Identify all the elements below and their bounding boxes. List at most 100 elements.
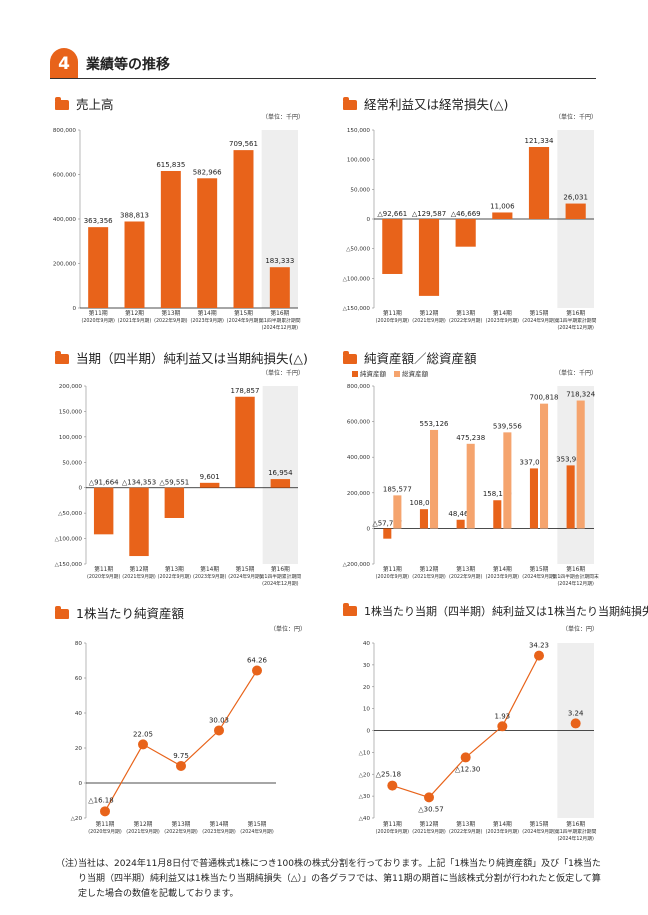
x-category-label: (2023年9月期) (193, 573, 227, 580)
x-category-label: (2024年9月期) (522, 828, 556, 835)
x-category-label: 第14期 (198, 309, 217, 317)
x-category-label: (2024年9月期) (522, 317, 556, 324)
y-tick-label: 800,000 (53, 128, 77, 134)
folder-icon (343, 97, 357, 110)
data-label: 183,333 (265, 257, 294, 265)
data-label: 16,954 (268, 469, 293, 477)
x-category-label: (2022年9月期) (158, 573, 192, 580)
x-category-label: (2023年9月期) (486, 573, 520, 580)
bar (129, 487, 149, 557)
bar (269, 267, 290, 308)
data-point (460, 752, 471, 763)
unit-label: （単位：千円） (262, 114, 305, 121)
x-category-label: 第11期 (383, 565, 402, 573)
y-tick-label: △100,000 (343, 276, 371, 282)
bar (160, 170, 181, 308)
unit-label: （単位：円） (562, 626, 599, 633)
data-label: △59,551 (159, 479, 189, 487)
x-category-label: (2022年9月期) (449, 317, 483, 324)
data-label: 34.23 (529, 642, 549, 650)
data-label: 709,561 (229, 140, 258, 148)
x-category-label: (2024年12月期) (262, 580, 299, 587)
data-label: 108,020 (409, 499, 438, 507)
legend-swatch (352, 371, 358, 377)
bar-total-assets (540, 403, 549, 529)
data-label: 388,813 (120, 211, 149, 219)
x-category-label: 第14期 (493, 309, 512, 317)
data-label: △16.18 (88, 796, 113, 804)
data-point (387, 780, 398, 791)
data-label: 9,601 (200, 473, 220, 481)
bar (235, 396, 255, 488)
folder-icon (55, 606, 69, 619)
data-label: △92,661 (377, 210, 407, 218)
x-category-label: (2023年9月期) (486, 828, 520, 835)
x-category-label: 第15期 (234, 309, 253, 317)
x-category-label: (2021年9月期) (412, 317, 446, 324)
x-category-label: (2024年12月期) (557, 580, 594, 587)
data-label: 158,170 (483, 490, 512, 498)
bar-total-assets (466, 443, 475, 529)
data-label: 337,027 (519, 458, 548, 466)
unit-label: （単位：千円） (555, 370, 598, 377)
series-line (392, 655, 540, 799)
chart-title-text: 売上高 (76, 97, 114, 112)
y-tick-label: 200,000 (347, 491, 371, 497)
y-tick-label: 800,000 (347, 384, 371, 390)
x-category-label: (2024年9月期) (522, 573, 556, 580)
bar-net-assets (493, 500, 502, 529)
bar (88, 227, 109, 308)
x-category-label: (2024年9月期) (228, 573, 262, 580)
bar (270, 479, 291, 488)
x-category-label: (2021年9月期) (118, 317, 152, 324)
chart-title-ordinary-profit: 経常利益又は経常損失(△) (343, 94, 508, 113)
bar-total-assets (430, 429, 439, 529)
data-label: 11,006 (490, 202, 515, 210)
x-category-label: 第15期 (248, 820, 267, 828)
legend-item-net-assets: 純資産額 (352, 370, 386, 378)
y-tick-label: △200,000 (343, 562, 371, 568)
x-category-label: (2024年12月期) (262, 324, 299, 331)
x-category-label: 第13期 (456, 309, 475, 317)
data-label: 582,966 (193, 168, 222, 176)
x-category-label: 第13期 (456, 820, 475, 828)
x-category-label: 第1四半期累計期間 (555, 317, 597, 324)
bar-net-assets (456, 519, 465, 529)
section-number-badge: 4 (50, 48, 78, 78)
x-category-label: 第12期 (125, 309, 144, 317)
folder-icon (55, 97, 69, 110)
x-category-label: (2022年9月期) (154, 317, 188, 324)
data-label: 718,324 (566, 391, 595, 399)
x-category-label: (2020年9月期) (87, 573, 121, 580)
x-category-label: (2024年9月期) (240, 828, 274, 835)
data-point (497, 721, 508, 732)
data-label: 615,835 (156, 161, 185, 169)
x-category-label: 第1四半期累計期間 (260, 573, 302, 580)
x-category-label: 第12期 (420, 820, 439, 828)
unit-label: （単位：千円） (262, 370, 305, 377)
y-tick-label: 30 (363, 663, 371, 669)
y-tick-label: △100,000 (55, 537, 83, 543)
y-tick-label: △40 (359, 816, 371, 822)
x-category-label: (2021年9月期) (122, 573, 156, 580)
data-label: △30.57 (418, 805, 443, 813)
x-category-label: 第16期 (566, 565, 585, 573)
bar (492, 212, 513, 219)
chart-title-sales: 売上高 (55, 94, 114, 113)
data-label: 121,334 (525, 137, 554, 145)
x-category-label: (2020年9月期) (376, 573, 410, 580)
y-tick-label: 600,000 (53, 173, 77, 179)
section-divider (50, 78, 596, 79)
data-label: 9.75 (173, 752, 189, 760)
bar-net-assets (419, 509, 428, 529)
y-tick-label: 0 (366, 217, 370, 223)
x-category-label: (2021年9月期) (412, 573, 446, 580)
y-tick-label: △20 (359, 772, 371, 778)
y-tick-label: 50,000 (350, 187, 370, 193)
data-label: △91,664 (89, 479, 119, 487)
